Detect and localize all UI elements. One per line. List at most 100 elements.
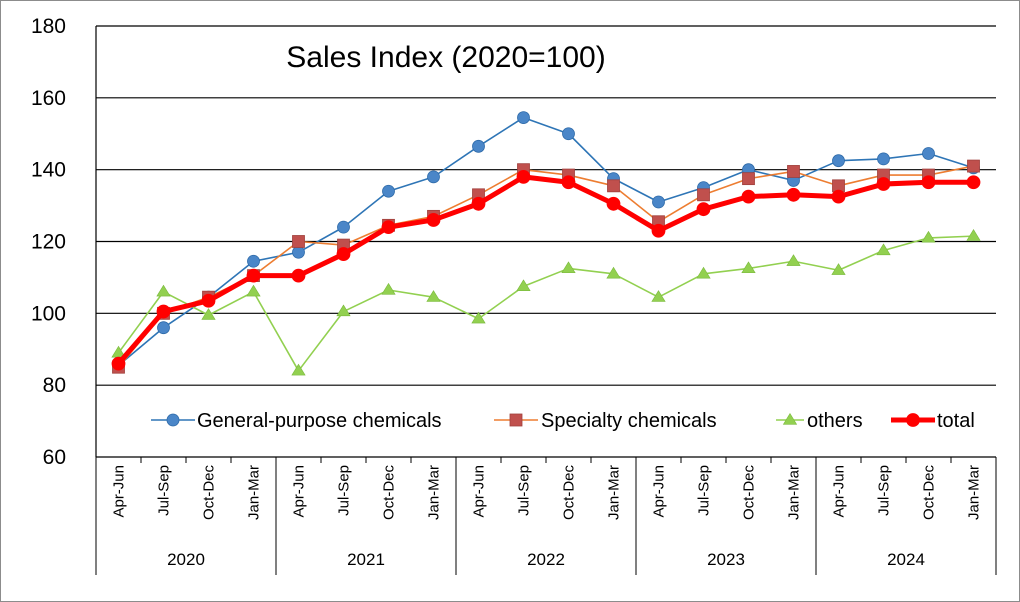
grid-layer bbox=[96, 25, 996, 458]
data-point bbox=[876, 243, 891, 256]
data-point bbox=[426, 213, 441, 227]
series-others bbox=[111, 229, 981, 376]
x-tick-label: Apr-Jun bbox=[111, 465, 128, 518]
data-point bbox=[246, 284, 261, 297]
x-tick-label: Apr-Jun bbox=[651, 465, 668, 518]
x-tick-label: Jan-Mar bbox=[966, 465, 983, 520]
data-point bbox=[336, 247, 351, 261]
legend-marker bbox=[509, 413, 523, 427]
legend-marker bbox=[906, 413, 920, 427]
series-total bbox=[111, 169, 981, 371]
x-tick-label: Jul-Sep bbox=[696, 465, 713, 516]
x-tick-label: Jul-Sep bbox=[336, 465, 353, 516]
data-point bbox=[696, 202, 711, 217]
legend-label: Specialty chemicals bbox=[541, 410, 717, 432]
data-point bbox=[832, 154, 845, 168]
legend-item: others bbox=[776, 410, 863, 432]
data-point bbox=[877, 152, 890, 166]
data-point bbox=[336, 304, 351, 317]
legend-label: total bbox=[937, 410, 975, 432]
x-tick-label: Oct-Dec bbox=[381, 465, 398, 521]
data-point bbox=[517, 111, 530, 124]
data-point bbox=[607, 179, 620, 193]
legend: General-purpose chemicals Specialty chemi… bbox=[151, 410, 975, 432]
data-point bbox=[157, 321, 170, 335]
x-tick-label: Oct-Dec bbox=[741, 465, 758, 521]
y-tick-label: 60 bbox=[43, 446, 66, 469]
data-point bbox=[381, 220, 396, 235]
y-tick-label: 160 bbox=[31, 87, 66, 110]
y-tick-label: 80 bbox=[43, 374, 66, 397]
data-point bbox=[741, 189, 756, 204]
data-point bbox=[337, 220, 350, 234]
data-point bbox=[696, 266, 711, 279]
data-point bbox=[786, 254, 801, 266]
data-point bbox=[562, 127, 575, 141]
data-point bbox=[921, 175, 936, 190]
y-tick-label: 120 bbox=[31, 231, 66, 254]
data-point bbox=[966, 175, 981, 190]
x-tick-label: Jan-Mar bbox=[246, 465, 263, 520]
data-point bbox=[651, 290, 666, 302]
legend-marker bbox=[782, 412, 798, 425]
data-point bbox=[561, 175, 576, 190]
data-point bbox=[922, 147, 935, 160]
legend-item: total bbox=[891, 410, 975, 432]
y-tick-label: 180 bbox=[31, 15, 66, 38]
data-point bbox=[516, 279, 531, 292]
data-point bbox=[876, 177, 891, 191]
data-point bbox=[471, 311, 486, 324]
data-point bbox=[966, 229, 981, 241]
data-point bbox=[292, 245, 305, 259]
x-tick-label: Jul-Sep bbox=[876, 465, 893, 516]
series-line bbox=[117, 235, 974, 372]
y-tick-label: 100 bbox=[31, 302, 66, 325]
y-tick-label: 140 bbox=[31, 159, 66, 182]
x-tick-label: Oct-Dec bbox=[201, 465, 218, 521]
data-point bbox=[427, 170, 440, 184]
data-point bbox=[247, 254, 260, 268]
data-point bbox=[606, 196, 621, 211]
data-point bbox=[967, 159, 980, 173]
data-point bbox=[652, 195, 665, 209]
data-point bbox=[651, 223, 666, 238]
legend-label: General-purpose chemicals bbox=[197, 410, 442, 432]
y-axis: 60 80 100 120 140 160 180 bbox=[31, 15, 97, 469]
year-label: 2022 bbox=[527, 550, 565, 569]
legend-item: Specialty chemicals bbox=[494, 410, 717, 432]
series-line bbox=[117, 165, 974, 368]
data-point bbox=[381, 282, 396, 295]
data-point bbox=[741, 261, 756, 274]
data-point bbox=[742, 172, 755, 186]
data-point bbox=[697, 188, 710, 202]
data-point bbox=[786, 187, 801, 202]
x-tick-label: Jul-Sep bbox=[516, 465, 533, 516]
data-point bbox=[561, 261, 576, 274]
x-axis: Apr-Jun Jul-Sep Oct-Dec Jan-Mar Apr-Jun Jul-S… bbox=[95, 457, 997, 575]
data-point bbox=[606, 266, 621, 279]
data-point bbox=[292, 235, 305, 248]
year-label: 2023 bbox=[707, 550, 745, 569]
chart-title: Sales Index (2020=100) bbox=[286, 41, 605, 74]
year-label: 2024 bbox=[887, 550, 925, 569]
x-tick-label: Oct-Dec bbox=[921, 465, 938, 521]
data-point bbox=[921, 230, 936, 243]
x-tick-label: Apr-Jun bbox=[291, 465, 308, 518]
x-tick-label: Apr-Jun bbox=[831, 465, 848, 518]
data-point bbox=[831, 263, 846, 275]
x-tick-label: Jan-Mar bbox=[426, 465, 443, 520]
data-point bbox=[787, 165, 800, 178]
series-general-purpose-chemicals bbox=[112, 111, 980, 372]
x-tick-label: Apr-Jun bbox=[471, 465, 488, 518]
data-point bbox=[426, 290, 441, 302]
x-tick-label: Jan-Mar bbox=[786, 465, 803, 520]
data-point bbox=[291, 268, 306, 283]
legend-label: others bbox=[807, 410, 863, 432]
data-point bbox=[291, 363, 306, 376]
x-tick-label: Jul-Sep bbox=[156, 465, 173, 516]
legend-marker bbox=[166, 413, 180, 427]
x-tick-label: Jan-Mar bbox=[606, 465, 623, 520]
x-tick-label: Oct-Dec bbox=[561, 465, 578, 521]
